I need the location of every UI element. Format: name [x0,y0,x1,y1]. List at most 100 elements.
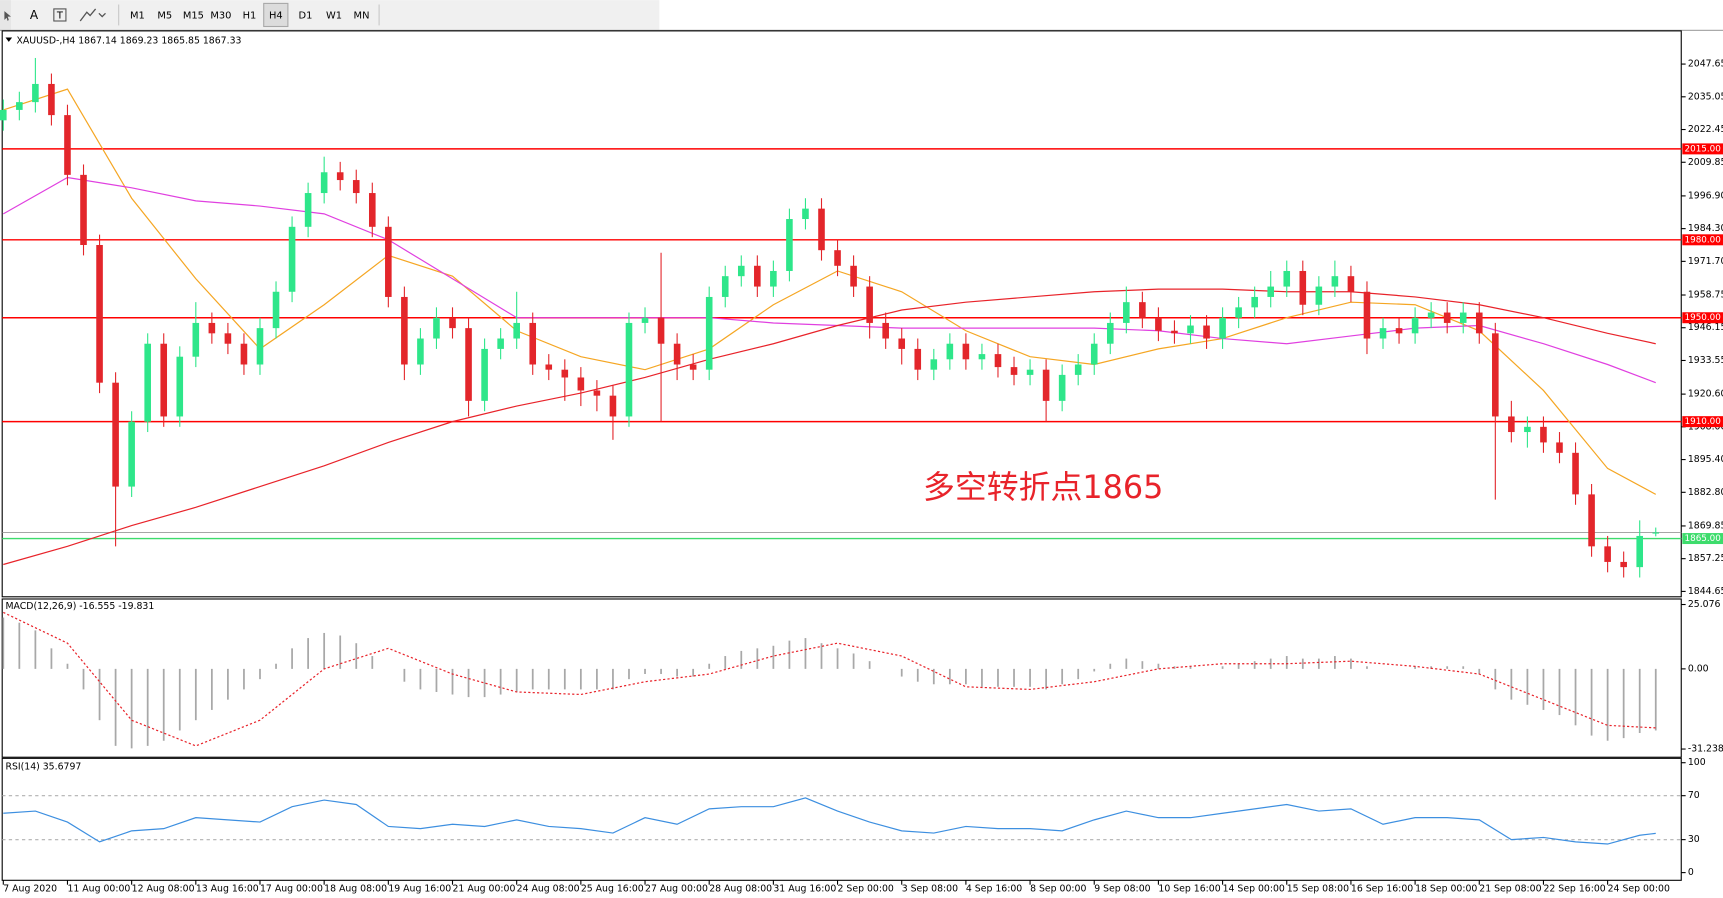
y-tick-label: 25.076 [1688,599,1721,610]
candle-body [1315,286,1323,305]
candle-body [962,343,970,360]
candle-body [1331,276,1339,287]
level-label-bg [1682,533,1723,545]
candle-body [513,322,520,339]
candle-body [1347,276,1355,292]
candle-body [1443,312,1451,323]
y-tick-label: 1958.75 [1688,290,1723,301]
level-label-bg [1682,143,1723,155]
x-tick-label: 24 Aug 08:00 [517,884,580,895]
x-tick-label: 7 Aug 2020 [3,884,57,895]
symbol-menu-icon[interactable] [5,37,13,42]
candle-body [1588,494,1595,547]
level-label: 1865.00 [1685,534,1721,544]
y-tick-label: 1984.30 [1688,223,1723,234]
timeframe-button[interactable]: H4 [269,11,283,22]
x-tick-label: 25 Aug 16:00 [581,884,644,895]
x-tick-label: 14 Sep 00:00 [1223,884,1285,895]
candle-body [401,296,408,365]
level-label: 2015.00 [1685,144,1721,154]
macd-panel [1,598,1682,758]
candle-body [80,174,87,246]
candle-body [577,377,585,391]
candle-body [882,322,889,339]
candle-body [1139,302,1146,318]
candle-body [320,172,328,194]
candle-body [0,109,7,121]
toolbar: A T M1 M5 M15 M30 H1 H4 D1 W1 MN [0,0,660,30]
x-tick-label: 3 Sep 08:00 [902,884,958,895]
y-tick-label: 1895.40 [1688,454,1723,465]
y-tick-label: 1996.90 [1688,190,1723,201]
shapes-tool-icon[interactable] [79,8,106,22]
candle-body [1187,325,1194,334]
x-tick-label: 12 Aug 08:00 [132,884,195,895]
candle-body [625,322,633,417]
candle-body [1411,317,1419,334]
candle-body [866,286,873,323]
active-timeframe-bg [263,2,289,28]
candle-body [1636,535,1644,568]
indicator-line [3,288,1656,566]
label-tool-icon[interactable] [53,8,67,22]
y-tick-label: -31.238 [1688,744,1723,755]
y-tick-label: 30 [1688,834,1700,845]
x-tick-label: 15 Sep 08:00 [1287,884,1349,895]
cursor-icon[interactable] [4,11,11,21]
candle-body [240,343,248,365]
main-panel [1,30,1682,598]
y-tick-label: 1857.25 [1688,553,1723,564]
candle-body [1010,367,1018,375]
candle-body [192,322,200,357]
candle-body [1379,328,1387,339]
y-tick-label: 2022.45 [1688,124,1723,135]
candle-body [978,354,986,360]
candle-body [128,421,135,487]
candle-body [1203,325,1210,339]
timeframe-button[interactable]: W1 [326,11,342,22]
candle-body [1492,333,1499,417]
timeframe-button[interactable]: H1 [243,11,257,22]
timeframe-button[interactable]: D1 [299,11,313,22]
timeframe-button[interactable]: M5 [157,11,172,22]
candle-body [256,328,264,365]
candle-body [1074,364,1082,375]
candle-body [1090,343,1098,365]
candle-body [1475,312,1483,334]
indicator-title: RSI(14) 35.6797 [5,762,81,773]
candle-body [609,395,617,417]
timeframe-button[interactable]: MN [354,11,370,22]
candle-body [1556,442,1563,453]
x-tick-label: 16 Sep 16:00 [1351,884,1413,895]
timeframe-button[interactable]: M1 [130,11,145,22]
candle-body [48,83,55,116]
candle-body [352,180,360,194]
x-tick-label: 8 Sep 00:00 [1030,884,1086,895]
candle-body [1459,312,1467,323]
candle-body [112,382,119,487]
y-tick-label: 1869.85 [1688,520,1723,531]
candle-body [1219,317,1226,339]
timeframe-button[interactable]: M15 [183,11,204,22]
text-tool[interactable]: A [30,8,39,22]
candle-body [737,265,745,277]
candle-body [850,265,857,287]
candle-body [641,317,649,323]
candle-body [818,208,825,251]
candle-body [368,193,376,227]
indicator-title: MACD(12,26,9) -16.555 -19.831 [5,601,154,612]
candle-body [417,338,424,365]
candle-body [1123,302,1130,323]
candle-body [1524,426,1531,433]
x-tick-label: 22 Sep 16:00 [1543,884,1605,895]
candle-body [930,359,938,370]
candle-body [1395,328,1403,334]
candle-body [1106,322,1114,344]
candle-body [946,343,954,360]
candle-body [721,276,729,297]
indicator-line [3,797,1656,845]
level-label: 1980.00 [1685,235,1721,245]
chart-title: XAUUSD-,H4 1867.14 1869.23 1865.85 1867.… [16,35,241,46]
timeframe-button[interactable]: M30 [210,11,231,22]
